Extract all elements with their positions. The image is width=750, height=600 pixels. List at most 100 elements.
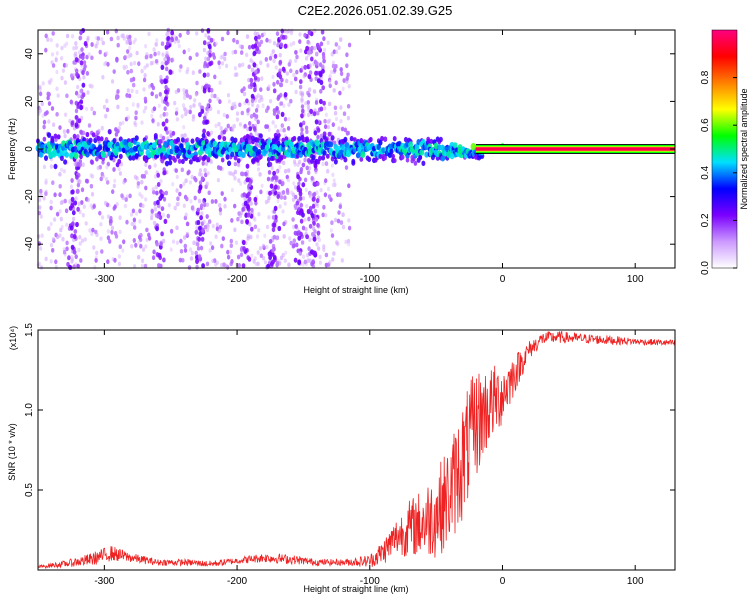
spectrogram-cell — [282, 127, 286, 133]
spectrogram-cell — [421, 160, 426, 166]
spectrogram-cell — [303, 177, 308, 183]
spectrogram-cell — [70, 120, 75, 126]
spectrogram-cell — [233, 169, 238, 175]
spectrogram-cell — [254, 69, 258, 74]
spectrogram-cell — [56, 93, 60, 98]
spectrogram-cell — [151, 255, 156, 261]
spectrogram-cell — [264, 144, 270, 151]
spectrogram-cell — [133, 264, 137, 269]
spectrogram-cell — [367, 156, 372, 163]
spectrogram-cell — [347, 242, 351, 247]
spectrogram-cell — [182, 125, 186, 130]
spectrogram-cell — [252, 216, 256, 221]
spectrogram-cell — [70, 259, 74, 264]
spectrogram-cell — [282, 103, 286, 109]
spectrogram-cell — [298, 32, 302, 37]
spectrogram-cell — [68, 264, 72, 270]
snr-x-tick-label: 100 — [627, 576, 644, 587]
spectrogram-cell — [265, 245, 269, 250]
spectrogram-cell — [208, 52, 212, 58]
spectrogram-cell — [304, 101, 308, 106]
spectrogram-cell — [315, 140, 321, 147]
spectrogram-cell — [159, 75, 163, 80]
spectrogram-cell — [278, 59, 283, 65]
spectrogram-cell — [240, 219, 244, 225]
spectrogram-cell — [163, 78, 168, 85]
spectrogram-cell — [117, 254, 121, 259]
spectrogram-cell — [403, 136, 408, 143]
spectrogram-cell — [106, 214, 111, 219]
spectrogram-cell — [44, 256, 48, 262]
spectrogram-cell — [347, 84, 351, 89]
spectrogram-cell — [156, 122, 160, 127]
spectrogram-cell — [220, 262, 224, 268]
spectrogram-cell — [316, 78, 321, 84]
spectrogram-cell — [65, 222, 69, 227]
spectrogram-cell — [239, 181, 243, 186]
spectrogram-cell — [279, 255, 284, 261]
spectrogram-cell — [49, 242, 54, 248]
spectrogram-cell — [284, 96, 288, 101]
spectrogram-cell — [142, 87, 146, 92]
spectrogram-cell — [161, 238, 166, 244]
spectrogram-cell — [59, 155, 64, 161]
spectrogram-cell — [111, 189, 115, 195]
spectrogram-cell — [141, 247, 146, 252]
spectrogram-cell — [90, 192, 95, 197]
spectrogram-cell — [125, 106, 129, 112]
spectrogram-cell — [316, 127, 321, 133]
spectrogram-cell — [271, 138, 276, 144]
spectrogram-cell — [203, 154, 208, 160]
spectrogram-cell — [95, 250, 99, 256]
spectrogram-cell — [72, 216, 76, 222]
spectrogram-cell — [256, 261, 260, 267]
spectrogram-cell — [38, 197, 42, 203]
spectrogram-cell — [334, 42, 338, 47]
spectrogram-cell — [142, 109, 146, 114]
spectrogram-cell — [139, 243, 143, 249]
spectrogram-cell — [318, 70, 323, 76]
spectrogram-cell — [222, 129, 227, 135]
spectrogram-cell — [330, 69, 334, 75]
spectrogram-cell — [106, 259, 110, 265]
spectrogram-cell — [339, 37, 343, 42]
spectrogram-cell — [129, 61, 133, 67]
spectrogram-cell — [120, 193, 124, 198]
spectrogram-cell — [341, 224, 346, 230]
spectrogram-cell — [307, 87, 312, 92]
spectrogram-cell — [168, 69, 173, 75]
spectrogram-cell — [190, 174, 194, 180]
spectrogram-cell — [305, 56, 309, 61]
spectrogram-cell — [64, 112, 68, 117]
spectrogram-cell — [81, 213, 85, 218]
spectrogram-cell — [229, 238, 233, 244]
spectrogram-cell — [218, 99, 222, 105]
spectrogram-cell — [265, 224, 270, 230]
spectrogram-cell — [157, 263, 161, 268]
spectrogram-cell — [251, 158, 255, 164]
spectrogram-cell — [300, 127, 304, 133]
spectrogram-cell — [60, 45, 64, 51]
spectrogram-cell — [51, 31, 55, 36]
spectrogram-cell — [226, 93, 231, 98]
spectrogram-cell — [272, 111, 277, 116]
spectrogram-cell — [203, 168, 207, 173]
spectrogram-cell — [140, 120, 144, 125]
spectrogram-cell — [110, 225, 115, 231]
spectrogram-cell — [156, 182, 161, 187]
spectrogram-cell — [256, 104, 260, 109]
spectrogram-cell — [53, 217, 57, 222]
spectrogram-cell — [130, 221, 134, 227]
spectrogram-cell — [55, 234, 60, 240]
spectrogram-cell — [63, 80, 67, 85]
spectrogram-cell — [200, 28, 205, 33]
spectrogram-cell — [195, 254, 199, 260]
colorbar-tick-label: 0.4 — [700, 165, 711, 179]
spectrogram-cell — [83, 237, 87, 242]
spectrogram-cell — [408, 141, 413, 148]
spectrogram-cell — [63, 133, 67, 139]
spectrogram-cell — [198, 69, 202, 74]
spectrogram-cell — [112, 138, 117, 144]
colorbar-tick-label: 0.8 — [700, 70, 711, 84]
spectrogram-cell — [38, 84, 42, 90]
